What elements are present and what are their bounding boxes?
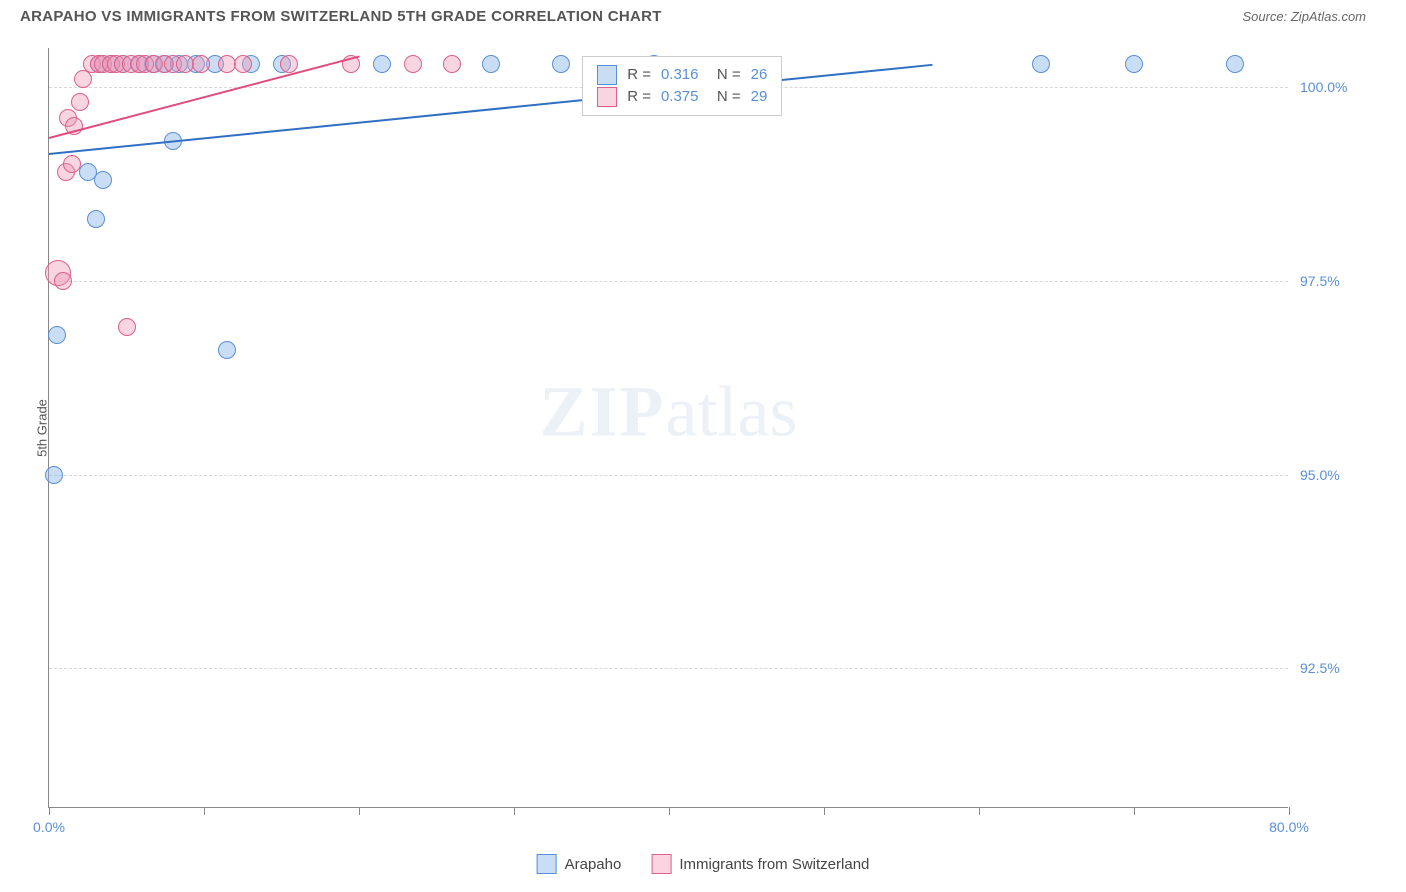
data-point (63, 155, 81, 173)
x-tick (204, 807, 205, 815)
legend-r-value: 0.316 (661, 66, 699, 83)
legend-r-label: R = (627, 66, 651, 83)
data-point (71, 93, 89, 111)
data-point (1032, 55, 1050, 73)
correlation-legend: R = 0.316 N = 26R = 0.375 N = 29 (582, 56, 782, 116)
legend-swatch (597, 87, 617, 107)
data-point (404, 55, 422, 73)
data-point (45, 466, 63, 484)
legend-item: Arapaho (537, 854, 622, 874)
series-legend: Arapaho Immigrants from Switzerland (537, 854, 870, 874)
y-tick-label: 97.5% (1300, 273, 1380, 289)
data-point (87, 210, 105, 228)
x-tick-label: 80.0% (1269, 819, 1309, 835)
data-point (443, 55, 461, 73)
legend-swatch (651, 854, 671, 874)
data-point (79, 163, 97, 181)
data-point (373, 55, 391, 73)
data-point (552, 55, 570, 73)
gridline (49, 281, 1288, 282)
x-tick (1289, 807, 1290, 815)
legend-n-label: N = (709, 88, 741, 105)
data-point (280, 55, 298, 73)
x-tick (359, 807, 360, 815)
x-tick (979, 807, 980, 815)
gridline (49, 475, 1288, 476)
watermark: ZIPatlas (540, 371, 798, 454)
legend-swatch (537, 854, 557, 874)
x-tick (1134, 807, 1135, 815)
y-tick-label: 100.0% (1300, 79, 1380, 95)
data-point (1226, 55, 1244, 73)
gridline (49, 668, 1288, 669)
data-point (1125, 55, 1143, 73)
legend-item: Immigrants from Switzerland (651, 854, 869, 874)
data-point (218, 341, 236, 359)
legend-n-label: N = (709, 66, 741, 83)
data-point (118, 318, 136, 336)
trend-line (49, 64, 933, 155)
data-point (54, 272, 72, 290)
legend-r-label: R = (627, 88, 651, 105)
x-tick (669, 807, 670, 815)
y-tick-label: 92.5% (1300, 660, 1380, 676)
x-tick (824, 807, 825, 815)
x-tick (514, 807, 515, 815)
x-tick (49, 807, 50, 815)
source-attribution: Source: ZipAtlas.com (1242, 9, 1366, 24)
legend-n-value: 29 (751, 88, 768, 105)
scatter-chart: 5th Grade ZIPatlas 92.5%95.0%97.5%100.0%… (48, 48, 1288, 808)
y-tick-label: 95.0% (1300, 467, 1380, 483)
data-point (74, 70, 92, 88)
y-axis-label: 5th Grade (34, 399, 49, 457)
legend-r-value: 0.375 (661, 88, 699, 105)
chart-header: ARAPAHO VS IMMIGRANTS FROM SWITZERLAND 5… (0, 0, 1406, 33)
data-point (94, 171, 112, 189)
legend-row: R = 0.375 N = 29 (597, 87, 767, 107)
legend-swatch (597, 65, 617, 85)
chart-title: ARAPAHO VS IMMIGRANTS FROM SWITZERLAND 5… (20, 8, 662, 25)
x-tick-label: 0.0% (33, 819, 65, 835)
legend-n-value: 26 (751, 66, 768, 83)
legend-row: R = 0.316 N = 26 (597, 65, 767, 85)
data-point (48, 326, 66, 344)
data-point (482, 55, 500, 73)
data-point (234, 55, 252, 73)
legend-label: Immigrants from Switzerland (679, 856, 869, 873)
data-point (192, 55, 210, 73)
legend-label: Arapaho (565, 856, 622, 873)
